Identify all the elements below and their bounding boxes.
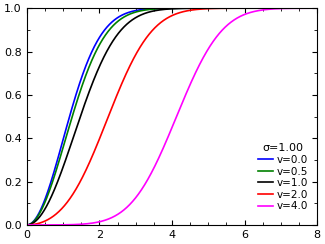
v=0.0 xyxy=(40,206,44,209)
v=0.5 xyxy=(40,208,44,211)
v=1.0 xyxy=(307,7,311,10)
v=4.0 xyxy=(158,153,162,156)
Line: v=0.0: v=0.0 xyxy=(27,8,317,225)
v=0.5 xyxy=(307,7,311,10)
Line: v=1.0: v=1.0 xyxy=(27,8,317,225)
v=1.0 xyxy=(307,7,311,10)
v=2.0 xyxy=(315,7,319,10)
v=2.0 xyxy=(307,7,311,10)
v=0.5 xyxy=(307,7,311,10)
Line: v=2.0: v=2.0 xyxy=(27,8,317,225)
v=0.0 xyxy=(307,7,311,10)
v=1.0 xyxy=(25,224,29,226)
v=4.0 xyxy=(40,224,44,226)
v=0.5 xyxy=(254,7,257,10)
v=0.0 xyxy=(307,7,311,10)
Line: v=0.5: v=0.5 xyxy=(27,8,317,225)
v=2.0 xyxy=(166,16,170,19)
v=2.0 xyxy=(254,7,257,10)
v=1.0 xyxy=(158,8,162,11)
v=0.0 xyxy=(158,7,162,10)
v=2.0 xyxy=(158,21,162,24)
v=0.0 xyxy=(254,7,257,10)
v=4.0 xyxy=(25,224,29,226)
v=0.5 xyxy=(25,224,29,226)
v=1.0 xyxy=(254,7,257,10)
v=1.0 xyxy=(315,7,319,10)
v=4.0 xyxy=(307,7,311,10)
v=4.0 xyxy=(307,7,311,10)
v=2.0 xyxy=(25,224,29,226)
v=0.5 xyxy=(158,7,162,10)
v=0.5 xyxy=(166,7,170,10)
v=1.0 xyxy=(166,8,170,10)
v=4.0 xyxy=(254,10,257,13)
v=1.0 xyxy=(40,213,44,216)
v=0.0 xyxy=(315,7,319,10)
v=0.0 xyxy=(166,7,170,10)
v=2.0 xyxy=(40,221,44,224)
Line: v=4.0: v=4.0 xyxy=(27,8,317,225)
v=4.0 xyxy=(166,135,170,138)
v=0.5 xyxy=(315,7,319,10)
v=2.0 xyxy=(307,7,311,10)
v=0.0 xyxy=(25,224,29,226)
Legend: v=0.0, v=0.5, v=1.0, v=2.0, v=4.0: v=0.0, v=0.5, v=1.0, v=2.0, v=4.0 xyxy=(254,139,312,215)
v=4.0 xyxy=(315,7,319,10)
